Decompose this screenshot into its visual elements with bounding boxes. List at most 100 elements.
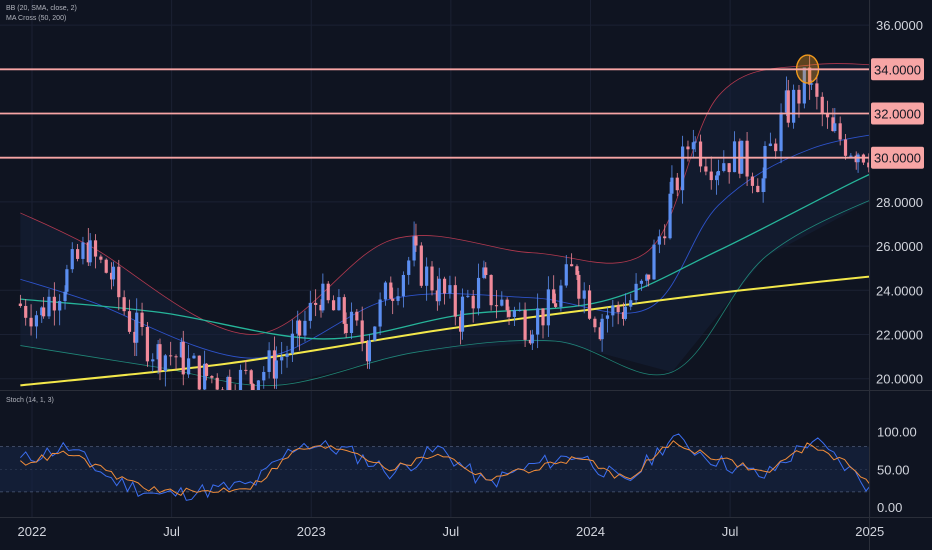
candle-body	[127, 311, 132, 332]
candle-body	[210, 376, 214, 378]
candle-body	[698, 141, 703, 167]
candle-body	[500, 299, 504, 306]
candle-body	[140, 312, 144, 327]
candle-body	[605, 315, 610, 319]
candle-body	[448, 285, 452, 294]
price-tick-label: 20.0000	[876, 372, 923, 387]
candle-body	[466, 295, 470, 297]
candle-body	[652, 244, 656, 280]
stoch-d-line	[20, 440, 869, 496]
candle-body	[326, 283, 330, 301]
candle-body	[471, 295, 475, 309]
candle-body	[843, 139, 848, 156]
price-pane	[18, 54, 869, 390]
price-tick-label: 36.0000	[876, 18, 923, 33]
candle-body	[854, 155, 858, 163]
candle-body	[714, 175, 719, 181]
candle-body	[768, 143, 772, 147]
candle-body	[179, 341, 183, 358]
candle-body	[453, 285, 457, 317]
candle-body	[722, 163, 726, 171]
candle-body	[435, 290, 439, 302]
ma-cross-indicator-label[interactable]: MA Cross (50, 200)	[6, 15, 67, 22]
candle-body	[163, 355, 167, 372]
candle-body	[704, 166, 708, 172]
candle-body	[815, 83, 819, 97]
candle-body	[779, 112, 783, 152]
candle-body	[647, 274, 651, 280]
candle-body	[389, 282, 393, 299]
candle-body	[169, 355, 173, 357]
candle-body	[792, 89, 796, 123]
candle-body	[668, 193, 672, 239]
candle-body	[460, 296, 465, 332]
candle-body	[192, 355, 196, 359]
candle-body	[267, 350, 271, 372]
candle-body	[18, 303, 22, 306]
candle-body	[512, 310, 516, 317]
candle-body	[349, 311, 354, 334]
candle-body	[24, 305, 28, 318]
candle-body	[174, 356, 178, 358]
candle-body	[76, 249, 80, 259]
candle-body	[820, 96, 824, 114]
bollinger-lower-line	[20, 200, 869, 387]
candle-body	[203, 363, 207, 390]
candle-body	[716, 170, 721, 176]
candle-body	[215, 377, 219, 390]
candle-body	[337, 297, 341, 311]
candle-body	[34, 315, 39, 327]
stoch-pane	[0, 433, 869, 501]
resistance-price-label: 30.0000	[874, 151, 921, 166]
candle-body	[784, 90, 789, 113]
candle-body	[383, 282, 388, 300]
candle-body	[226, 376, 230, 390]
candle-body	[523, 310, 527, 340]
candle-body	[577, 274, 581, 299]
stoch-indicator-label[interactable]: Stoch (14, 1, 3)	[6, 397, 54, 404]
candle-body	[553, 303, 558, 307]
price-tick-label: 26.0000	[876, 239, 923, 254]
candle-body	[378, 299, 382, 327]
candle-body	[541, 308, 545, 326]
candle-body	[616, 305, 620, 313]
candle-body	[419, 245, 423, 286]
candle-body	[629, 300, 633, 307]
candle-body	[81, 242, 85, 259]
candle-body	[482, 267, 486, 278]
resistance-price-tag	[871, 102, 924, 125]
candle-body	[430, 266, 434, 291]
price-tick-label: 24.0000	[876, 283, 923, 298]
time-tick-label: Jul	[163, 524, 180, 539]
candle-body	[756, 185, 760, 193]
candle-body	[197, 355, 201, 390]
candle-body	[691, 142, 695, 150]
candle-body	[750, 176, 755, 186]
resistance-price-label: 32.0000	[874, 107, 921, 122]
candle-body	[407, 260, 411, 275]
bollinger-basis-line	[20, 134, 869, 359]
candle-body	[29, 317, 33, 327]
bb-indicator-label[interactable]: BB (20, SMA, close, 2)	[6, 5, 77, 12]
candle-body	[290, 333, 294, 354]
candle-body	[442, 278, 447, 294]
candle-body	[88, 240, 92, 263]
candle-body	[546, 289, 550, 326]
candle-body	[109, 272, 114, 280]
time-tick-label: 2022	[18, 524, 47, 539]
resistance-price-label: 34.0000	[874, 62, 921, 77]
candle-body	[593, 318, 597, 328]
candle-body	[686, 146, 690, 150]
candle-body	[621, 312, 626, 319]
candle-body	[285, 353, 289, 357]
time-tick-label: Jul	[722, 524, 739, 539]
candle-body	[745, 140, 749, 177]
candle-body	[52, 296, 56, 311]
candle-body	[314, 302, 318, 305]
candle-body	[401, 274, 405, 297]
candle-body	[476, 277, 481, 309]
candle-body	[774, 143, 778, 152]
candle-body	[308, 302, 312, 321]
candle-body	[65, 269, 69, 292]
